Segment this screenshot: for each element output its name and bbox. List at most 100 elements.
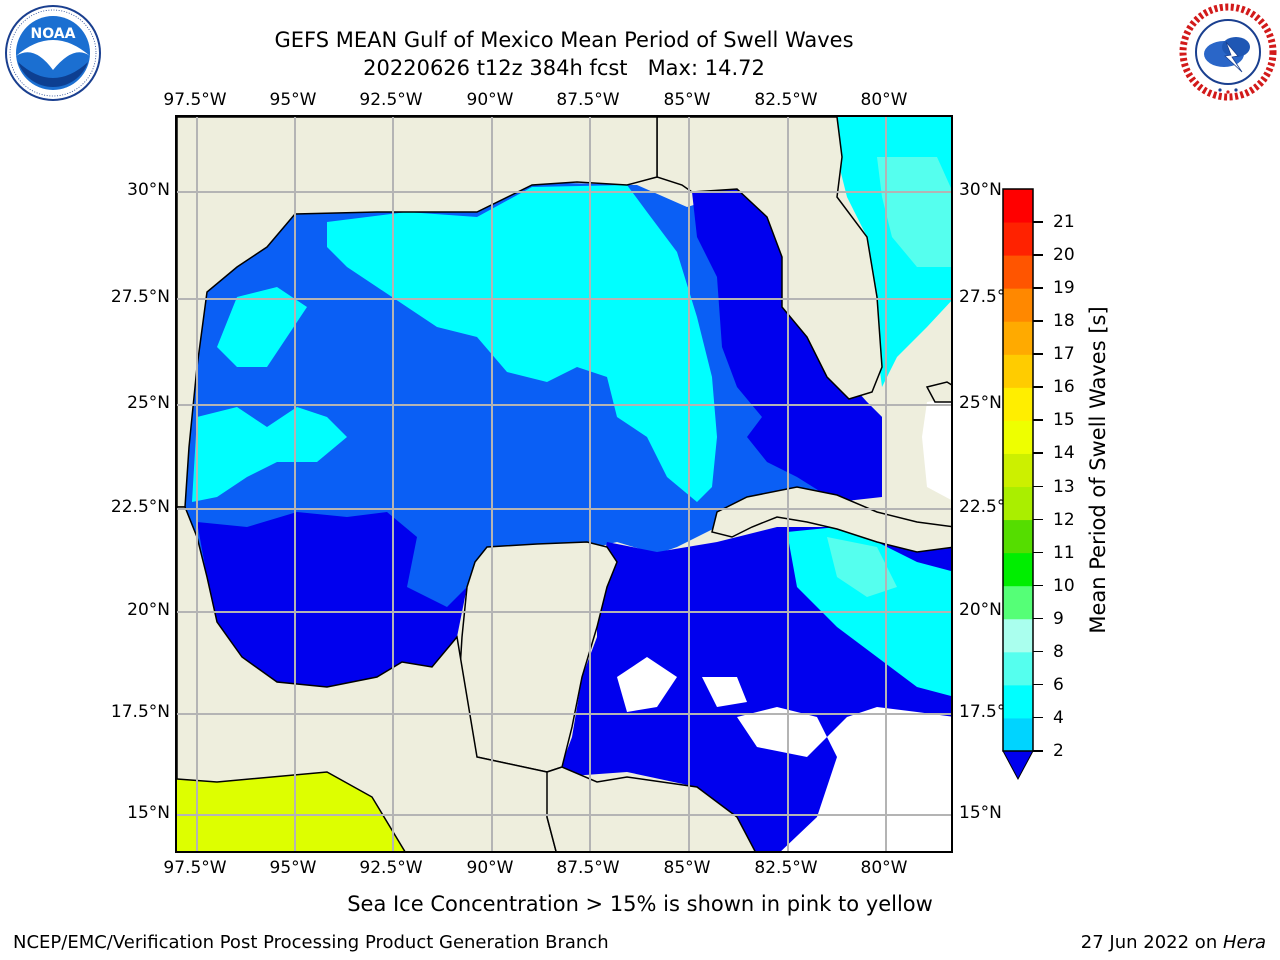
colorbar-swatch [1003,255,1033,289]
lon-label: 95°W [269,90,317,110]
footer-host: Hera [1222,932,1266,953]
footer-date-text: 27 Jun 2022 on [1080,932,1223,953]
lat-label: 15°N [959,803,1002,823]
lat-label: 30°N [127,180,170,200]
lat-label: 27.5°N [110,287,170,307]
lon-label: 80°W [860,90,908,110]
cyan-swell-west [192,407,347,502]
svg-text:NOAA: NOAA [31,26,76,42]
colorbar-tick-mark [1033,551,1043,554]
lon-label: 85°W [663,858,711,878]
colorbar-swatch [1003,585,1033,620]
aqua-swell-atlantic [877,157,951,267]
colorbar-tick-label: 9 [1053,608,1064,629]
pacific-high-swell [177,772,405,851]
lon-label: 92.5°W [359,858,423,878]
colorbar-tick-mark [1033,320,1043,322]
colorbar-swatch [1003,420,1033,454]
colorbar-tick-mark [1033,683,1043,686]
colorbar-swatch [1003,453,1033,488]
colorbar-tick-mark [1033,750,1043,752]
colorbar-tick-label: 10 [1053,575,1075,596]
colorbar-swatch [1003,321,1033,355]
colorbar-tick-mark [1033,650,1043,653]
colorbar-swatch [1003,684,1033,719]
footer-date: 27 Jun 2022 on Hera [1081,932,1266,954]
colorbar-tick-mark [1033,419,1043,421]
nodata-caribbean-c [702,677,747,707]
colorbar-swatch [1003,486,1033,521]
colorbar-tick-label: 12 [1053,509,1075,530]
colorbar-swatch [1003,189,1033,223]
sea-ice-note: Sea Ice Concentration > 15% is shown in … [347,892,933,916]
lon-label: 97.5°W [163,858,227,878]
colorbar-tick-mark [1033,287,1043,289]
colorbar-tick-mark [1033,386,1043,388]
lon-label: 82.5°W [754,858,818,878]
colorbar-tick-label: 13 [1053,476,1075,497]
map-canvas [177,117,951,851]
colorbar-tick-label: 8 [1053,641,1064,662]
colorbar-swatch [1003,387,1033,421]
colorbar-tick-mark [1033,584,1043,587]
colorbar-swatch [1003,519,1033,554]
colorbar-swatch [1003,651,1033,686]
aqua-swell-caribbean [827,537,897,597]
map-title: GEFS MEAN Gulf of Mexico Mean Period of … [274,28,854,52]
colorbar-swatch [1003,618,1033,653]
colorbar-tick-label: 20 [1053,245,1075,266]
nws-logo [1178,2,1278,102]
lon-label: 80°W [860,858,908,878]
lat-label: 20°N [127,600,170,620]
map-subtitle: 20220626 t12z 384h fcst Max: 14.72 [363,56,765,80]
colorbar-tick-label: 4 [1053,707,1064,728]
colorbar-tick-mark [1033,254,1043,256]
colorbar-tick-label: 19 [1053,278,1075,299]
colorbar-tick-label: 2 [1053,741,1064,761]
cyan-swell-northwest [217,287,307,367]
swell-period-map [175,115,953,853]
lon-label: 87.5°W [556,90,620,110]
colorbar-tick-mark [1033,518,1043,521]
footer-credit: NCEP/EMC/Verification Post Processing Pr… [13,932,609,953]
colorbar-tick-mark [1033,485,1043,488]
lon-label: 90°W [466,90,514,110]
low-swell-region-west [197,512,467,687]
colorbar-tick-mark [1033,353,1043,355]
colorbar-tick-label: 15 [1053,410,1075,431]
colorbar-tick-label: 6 [1053,674,1064,695]
colorbar-swatch [1003,552,1033,587]
lon-label: 85°W [663,90,711,110]
lon-label: 95°W [269,858,317,878]
colorbar-border [1002,188,1034,752]
lat-label: 30°N [959,180,1002,200]
graticule [177,117,951,851]
cyan-swell-central [327,185,717,502]
colorbar [1002,188,1034,781]
lat-label: 15°N [127,803,170,823]
lon-label: 92.5°W [359,90,423,110]
bahamas-island [925,381,951,403]
colorbar-swatch [1003,354,1033,388]
colorbar-tick-mark [1033,452,1043,454]
nodata-caribbean-b [617,657,677,712]
colorbar-swatch [1003,717,1033,752]
colorbar-tick-label: 11 [1053,542,1075,563]
lat-label: 22.5°N [110,497,170,517]
lat-label: 25°N [959,393,1002,413]
colorbar-extension [1002,750,1034,781]
colorbar-swatches [1002,188,1034,781]
mexico-east-coast [177,506,569,851]
colorbar-tick-label: 17 [1053,344,1075,365]
colorbar-tick-mark [1033,617,1043,620]
lon-label: 97.5°W [163,90,227,110]
colorbar-tick-label: 16 [1053,377,1075,398]
lat-label: 17.5°N [110,702,170,722]
colorbar-tick-label: 14 [1053,443,1075,464]
colorbar-tick-mark [1033,221,1043,223]
colorbar-label: Mean Period of Swell Waves [s] [1086,306,1110,634]
noaa-logo: NOAA [4,4,102,102]
colorbar-swatch [1003,288,1033,322]
colorbar-tick-label: 21 [1053,212,1075,233]
lon-label: 90°W [466,858,514,878]
